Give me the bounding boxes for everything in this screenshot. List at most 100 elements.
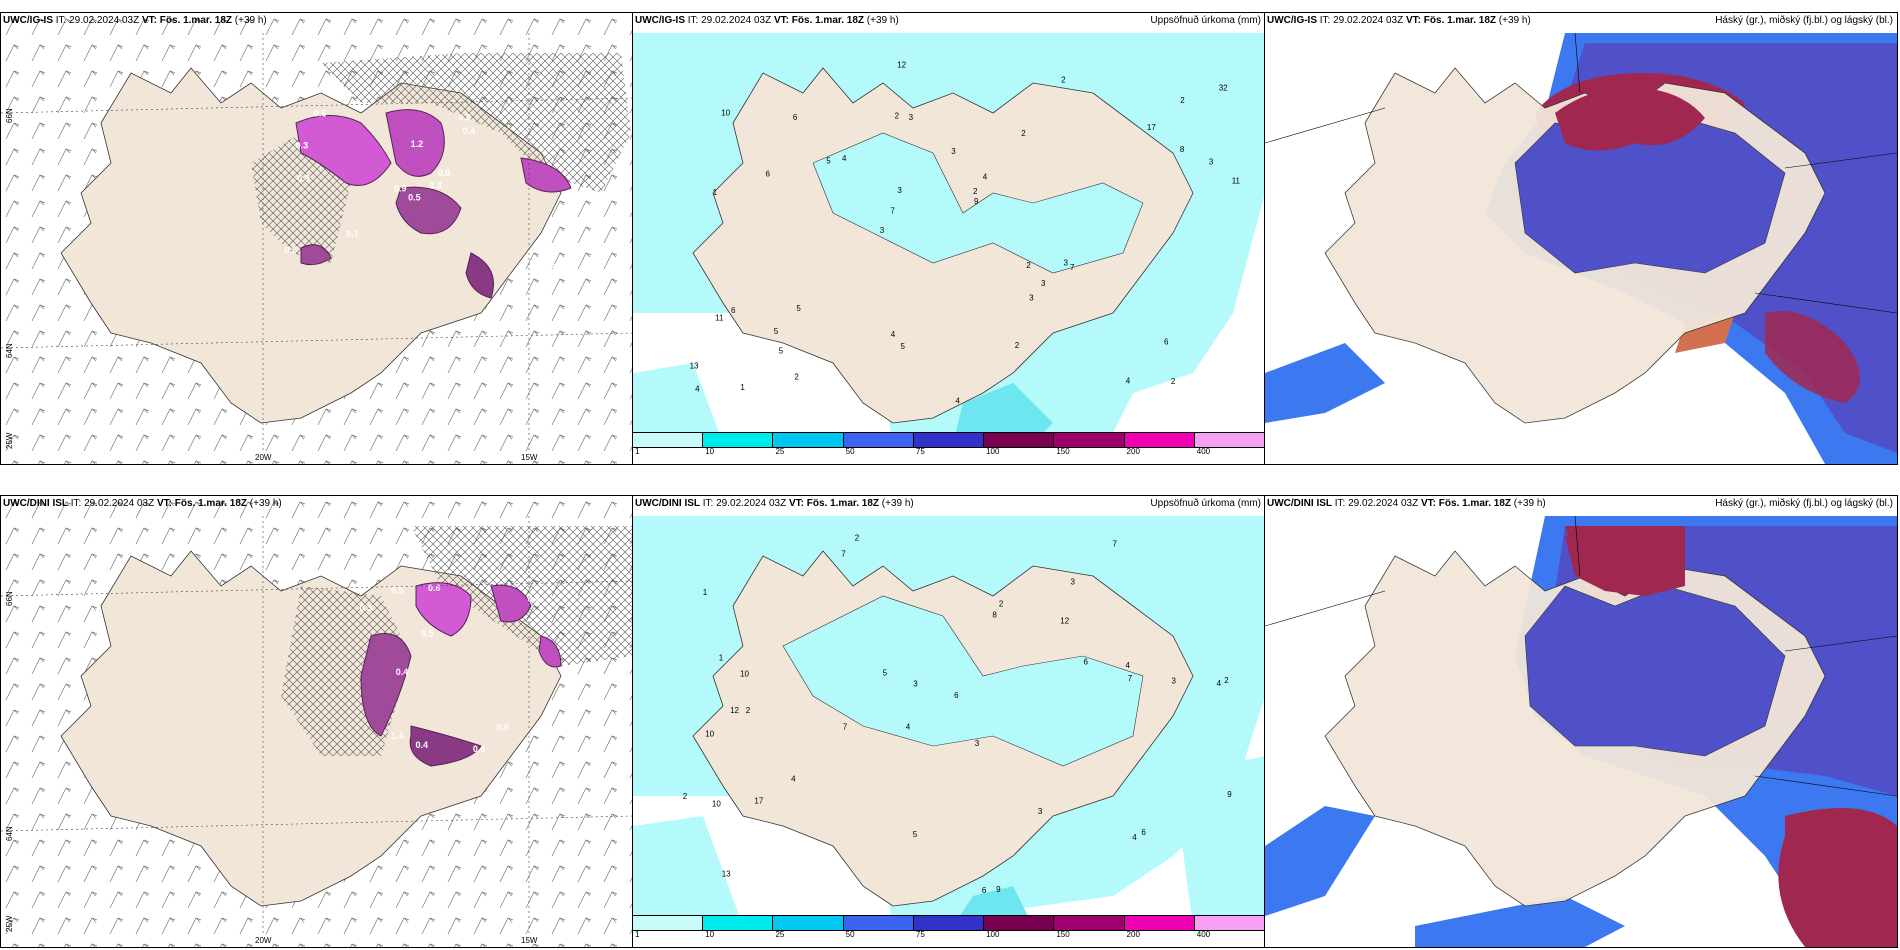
precip-value-label: 12: [1060, 617, 1069, 626]
snow-value-label: 0.4: [396, 667, 409, 677]
precip-value-label: 3: [1064, 259, 1069, 268]
precip-value-label: 4: [1132, 833, 1137, 842]
panel-title-clouds: Háský (gr.), miðský (fj.bl.) og lágský (…: [1715, 15, 1893, 26]
precip-value-label: 6: [954, 691, 959, 700]
precip-value-label: 4: [1126, 661, 1131, 670]
colorbar-swatch: [773, 432, 844, 448]
snow-value-label: 0.3: [537, 737, 550, 747]
snow-value-label: 0.9: [394, 184, 407, 194]
colorbar-tick-label: 150: [1056, 447, 1070, 456]
precip-value-label: 7: [890, 207, 895, 216]
snow-value-label: 0.4: [463, 126, 476, 136]
snow-value-label: 0.3: [296, 140, 309, 150]
precip-value-label: 2: [1171, 377, 1176, 386]
precip-value-label: 2: [1026, 261, 1031, 270]
precip-value-label: 8: [992, 610, 997, 619]
colorbar-swatch: [1054, 915, 1125, 931]
map-panel-clouds-dini: UWC/DINI ISL IT: 29.02.2024 03Z VT: Fös.…: [1264, 495, 1898, 948]
snow-value-label: 0.6: [285, 245, 298, 255]
precip-value-label: 2: [1224, 676, 1229, 685]
lon-label-15w: 15W: [521, 453, 538, 462]
snow-areas: [360, 582, 562, 767]
colorbar-tick-label: 75: [915, 447, 925, 456]
precip-value-label: 11: [1232, 176, 1241, 185]
panel-header: UWC/IG-IS IT: 29.02.2024 03Z VT: Fös. 1.…: [1267, 15, 1531, 26]
iceland-landmass: [1324, 536, 1826, 907]
precip-value-label: 5: [796, 304, 801, 313]
precip-value-label: 3: [1029, 293, 1034, 302]
precip-value-label: 2: [794, 372, 799, 381]
precip-colorbar: 1 10 25 50 75 100 150 200 400: [633, 915, 1265, 939]
precip-value-label: 11: [715, 314, 724, 323]
snow-value-label: 0.5: [391, 585, 404, 595]
precip-value-label: 6: [731, 306, 736, 315]
colorbar-tick-label: 75: [915, 930, 925, 939]
precip-value-label: 5: [826, 157, 831, 166]
precip-value-label: 6: [793, 113, 798, 122]
snow-value-label: 0.5: [408, 193, 421, 203]
precip-value-label: 4: [891, 330, 896, 339]
precip-value-label: 7: [1128, 674, 1133, 683]
map-panel-clouds-igis: UWC/IG-IS IT: 29.02.2024 03Z VT: Fös. 1.…: [1264, 12, 1898, 465]
colorbar-swatch: [1194, 432, 1265, 448]
precip-value-label: 6: [1164, 338, 1169, 347]
precip-value-label: 10: [721, 109, 730, 118]
panel-header: UWC/IG-IS IT: 29.02.2024 03Z VT: Fös. 1.…: [635, 15, 899, 26]
snow-value-label: 0.4: [527, 594, 540, 604]
precip-value-label: 17: [1147, 123, 1156, 132]
precip-value-label: 2: [683, 792, 688, 801]
precip-value-label: 12: [897, 61, 906, 70]
panel-title-precip: Uppsöfnuð úrkoma (mm): [1150, 498, 1261, 509]
colorbar-tick-label: 25: [775, 930, 785, 939]
precip-value-label: 1: [703, 588, 708, 597]
snow-value-label: 0.9: [297, 173, 310, 183]
cloud-map: [1265, 13, 1897, 464]
colorbar-tick-label: 50: [845, 930, 855, 939]
precip-value-label: 7: [843, 722, 848, 731]
precip-value-label: 2: [746, 706, 751, 715]
precip-value-label: 6: [982, 886, 987, 895]
precip-value-label: 9: [974, 197, 979, 206]
colorbar-swatch: [843, 432, 914, 448]
precip-value-label: 2: [1021, 129, 1026, 138]
lon-label-25w: 25W: [5, 432, 14, 449]
precip-value-label: 2: [855, 534, 860, 543]
precip-value-label: 5: [774, 327, 779, 336]
precip-value-label: 4: [956, 397, 961, 406]
precip-value-label: 10: [740, 670, 749, 679]
precip-value-label: 5: [901, 342, 906, 351]
precip-value-label: 5: [883, 669, 888, 678]
precip-value-label: 5: [779, 346, 784, 355]
colorbar-swatch: [633, 432, 704, 448]
lat-label-66n: 66N: [5, 591, 14, 606]
map-panel-precip-igis: UWC/IG-IS IT: 29.02.2024 03Z VT: Fös. 1.…: [632, 12, 1266, 465]
precip-value-label: 4: [695, 385, 700, 394]
precip-colorbar: 1 10 25 50 75 100 150 200 400: [633, 432, 1265, 456]
colorbar-tick-label: 200: [1126, 447, 1140, 456]
snow-value-label: 0.5: [458, 113, 471, 123]
precip-value-label: 8: [1180, 145, 1185, 154]
precip-value-label: 9: [996, 885, 1001, 894]
precip-value-label: 10: [705, 729, 714, 738]
snow-wind-map: 0.50.30.90.60.80.70.51.20.40.30.60.50.9: [1, 13, 633, 464]
precip-value-label: 4: [1126, 377, 1131, 386]
panel-header: UWC/DINI ISL IT: 29.02.2024 03Z VT: Fös.…: [3, 498, 282, 509]
panel-header: UWC/IG-IS IT: 29.02.2024 03Z VT: Fös. 1.…: [3, 15, 267, 26]
precip-value-label: 32: [1219, 84, 1228, 93]
colorbar-tick-label: 1: [635, 447, 640, 456]
precip-value-label: 12: [730, 706, 739, 715]
precip-value-label: 3: [909, 113, 914, 122]
panel-header: UWC/DINI ISL IT: 29.02.2024 03Z VT: Fös.…: [635, 498, 914, 509]
colorbar-swatch: [703, 432, 774, 448]
lat-label-64n: 64N: [5, 343, 14, 358]
colorbar-tick-label: 400: [1196, 930, 1211, 939]
colorbar-swatch: [843, 915, 914, 931]
panel-header: UWC/DINI ISL IT: 29.02.2024 03Z VT: Fös.…: [1267, 498, 1546, 509]
precip-value-label: 3: [897, 186, 902, 195]
colorbar-swatch: [633, 915, 704, 931]
precip-value-label: 13: [722, 869, 731, 878]
lon-label-25w: 25W: [5, 915, 14, 932]
precip-value-label: 3: [951, 147, 956, 156]
colorbar-tick-label: 25: [775, 447, 785, 456]
lat-label-66n: 66N: [5, 108, 14, 123]
